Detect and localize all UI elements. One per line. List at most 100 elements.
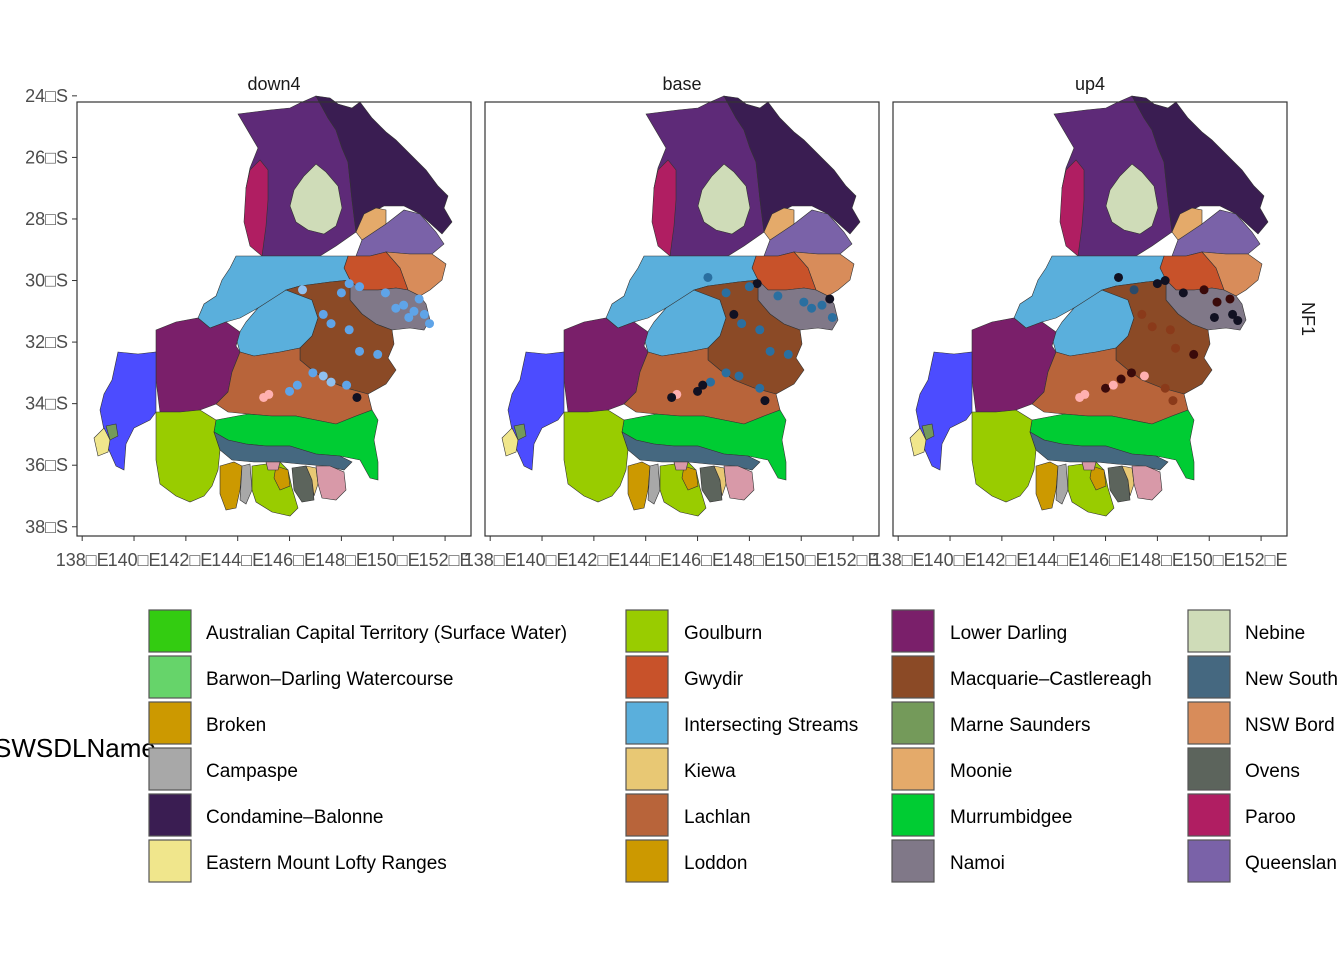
gauge-point bbox=[755, 383, 765, 393]
gauge-point bbox=[344, 279, 354, 289]
gauge-point bbox=[342, 380, 352, 390]
legend-key bbox=[148, 655, 192, 699]
legend-item: Eastern Mount Lofty Ranges bbox=[148, 839, 447, 883]
legend-label: New South bbox=[1245, 669, 1338, 690]
gauge-point bbox=[318, 309, 328, 319]
y-tick-label: 32□S bbox=[25, 332, 68, 352]
gauge-point bbox=[352, 392, 362, 402]
x-tick-label: 142□E bbox=[567, 550, 620, 570]
legend-label: Nebine bbox=[1245, 623, 1305, 644]
legend-key bbox=[625, 655, 669, 699]
gauge-point bbox=[817, 300, 827, 310]
gauge-point bbox=[807, 303, 817, 313]
legend-label: Goulburn bbox=[684, 623, 762, 644]
y-axis: 24□S 26□S 28□S 30□S 32□S 34□S 36□S 38□S bbox=[25, 86, 77, 537]
legend-label: Eastern Mount Lofty Ranges bbox=[206, 853, 447, 874]
gauge-point bbox=[1171, 343, 1181, 353]
legend-label: Kiewa bbox=[684, 761, 736, 782]
legend-key bbox=[891, 793, 935, 837]
legend-label: Murrumbidgee bbox=[950, 807, 1073, 828]
gauge-point bbox=[752, 279, 762, 289]
legend-key bbox=[625, 609, 669, 653]
gauge-point bbox=[827, 312, 837, 322]
legend-label: Intersecting Streams bbox=[684, 715, 858, 736]
basin-map-copy bbox=[501, 95, 861, 517]
gauge-point bbox=[1114, 272, 1124, 282]
gauge-point bbox=[380, 288, 390, 298]
x-tick-label: 144□E bbox=[211, 550, 264, 570]
legend-label: Macquarie–Castlereagh bbox=[950, 669, 1152, 690]
gauge-point bbox=[1139, 371, 1149, 381]
legend-item: Paroo bbox=[1187, 793, 1296, 837]
gauge-point bbox=[783, 349, 793, 359]
gauge-point bbox=[1160, 276, 1170, 286]
gauge-point bbox=[698, 380, 708, 390]
gauge-point bbox=[1129, 285, 1139, 295]
gauge-point bbox=[355, 346, 365, 356]
legend-label: NSW Bord bbox=[1245, 715, 1335, 736]
y-tick-label: 34□S bbox=[25, 394, 68, 414]
basin-map-copy bbox=[909, 95, 1269, 517]
y-tick-label: 28□S bbox=[25, 209, 68, 229]
gauge-point bbox=[1212, 297, 1222, 307]
x-tick-label: 152□E bbox=[419, 550, 472, 570]
legend-item: Nebine bbox=[1187, 609, 1305, 653]
legend-label: Lower Darling bbox=[950, 623, 1067, 644]
gauge-point bbox=[1160, 383, 1170, 393]
legend-label: Australian Capital Territory (Surface Wa… bbox=[206, 623, 567, 644]
x-tick-label: 146□E bbox=[671, 550, 724, 570]
legend-item: Marne Saunders bbox=[891, 701, 1090, 745]
x-tick-label: 146□E bbox=[263, 550, 316, 570]
legend-key bbox=[148, 609, 192, 653]
gauge-point bbox=[765, 346, 775, 356]
legend-key bbox=[148, 793, 192, 837]
x-tick-label: 150□E bbox=[775, 550, 828, 570]
gauge-point bbox=[721, 368, 731, 378]
legend-item: Namoi bbox=[891, 839, 1005, 883]
y-tick-label: 24□S bbox=[25, 86, 68, 106]
gauge-point bbox=[1101, 383, 1111, 393]
gauge-point bbox=[1168, 396, 1178, 406]
gauge-point bbox=[1147, 322, 1157, 332]
panel-frame bbox=[484, 101, 880, 537]
y-tick-label: 36□S bbox=[25, 455, 68, 475]
x-tick-label: 146□E bbox=[1079, 550, 1132, 570]
gauge-point bbox=[734, 371, 744, 381]
gauge-point bbox=[298, 285, 308, 295]
legend-item: New South bbox=[1187, 655, 1338, 699]
gauge-point bbox=[693, 386, 703, 396]
x-tick-label: 140□E bbox=[924, 550, 977, 570]
panel-frame bbox=[76, 101, 472, 537]
facet-title: base bbox=[662, 74, 701, 94]
legend-item: Loddon bbox=[625, 839, 747, 883]
gauge-point bbox=[1233, 316, 1243, 326]
legend-key bbox=[891, 839, 935, 883]
gauge-point bbox=[355, 282, 365, 292]
x-tick-label: 138□E bbox=[872, 550, 925, 570]
gauge-point bbox=[825, 294, 835, 304]
gauge-point bbox=[729, 309, 739, 319]
x-tick-label: 144□E bbox=[1027, 550, 1080, 570]
legend-label: Loddon bbox=[684, 853, 747, 874]
gauge-point bbox=[326, 319, 336, 329]
x-tick-label: 152□E bbox=[1235, 550, 1288, 570]
y-tick-label: 26□S bbox=[25, 147, 68, 167]
gauge-point bbox=[706, 377, 716, 387]
legend-key bbox=[891, 701, 935, 745]
legend-label: Moonie bbox=[950, 761, 1012, 782]
x-tick-label: 142□E bbox=[159, 550, 212, 570]
facet-panel-base: base 138□E140□E142□E144□E146□E148□E150□E1… bbox=[464, 74, 880, 570]
legend-key bbox=[625, 701, 669, 745]
gauge-point bbox=[318, 371, 328, 381]
legend-label: Namoi bbox=[950, 853, 1005, 874]
legend-label: Campaspe bbox=[206, 761, 298, 782]
legend-label: Broken bbox=[206, 715, 266, 736]
legend-label: Queenslan bbox=[1245, 853, 1337, 874]
gauge-point bbox=[399, 300, 409, 310]
y-tick-label: 30□S bbox=[25, 271, 68, 291]
gauge-point bbox=[285, 386, 295, 396]
legend-key bbox=[148, 701, 192, 745]
legend-title: SWSDLName bbox=[0, 733, 156, 763]
gauge-point bbox=[409, 306, 419, 316]
